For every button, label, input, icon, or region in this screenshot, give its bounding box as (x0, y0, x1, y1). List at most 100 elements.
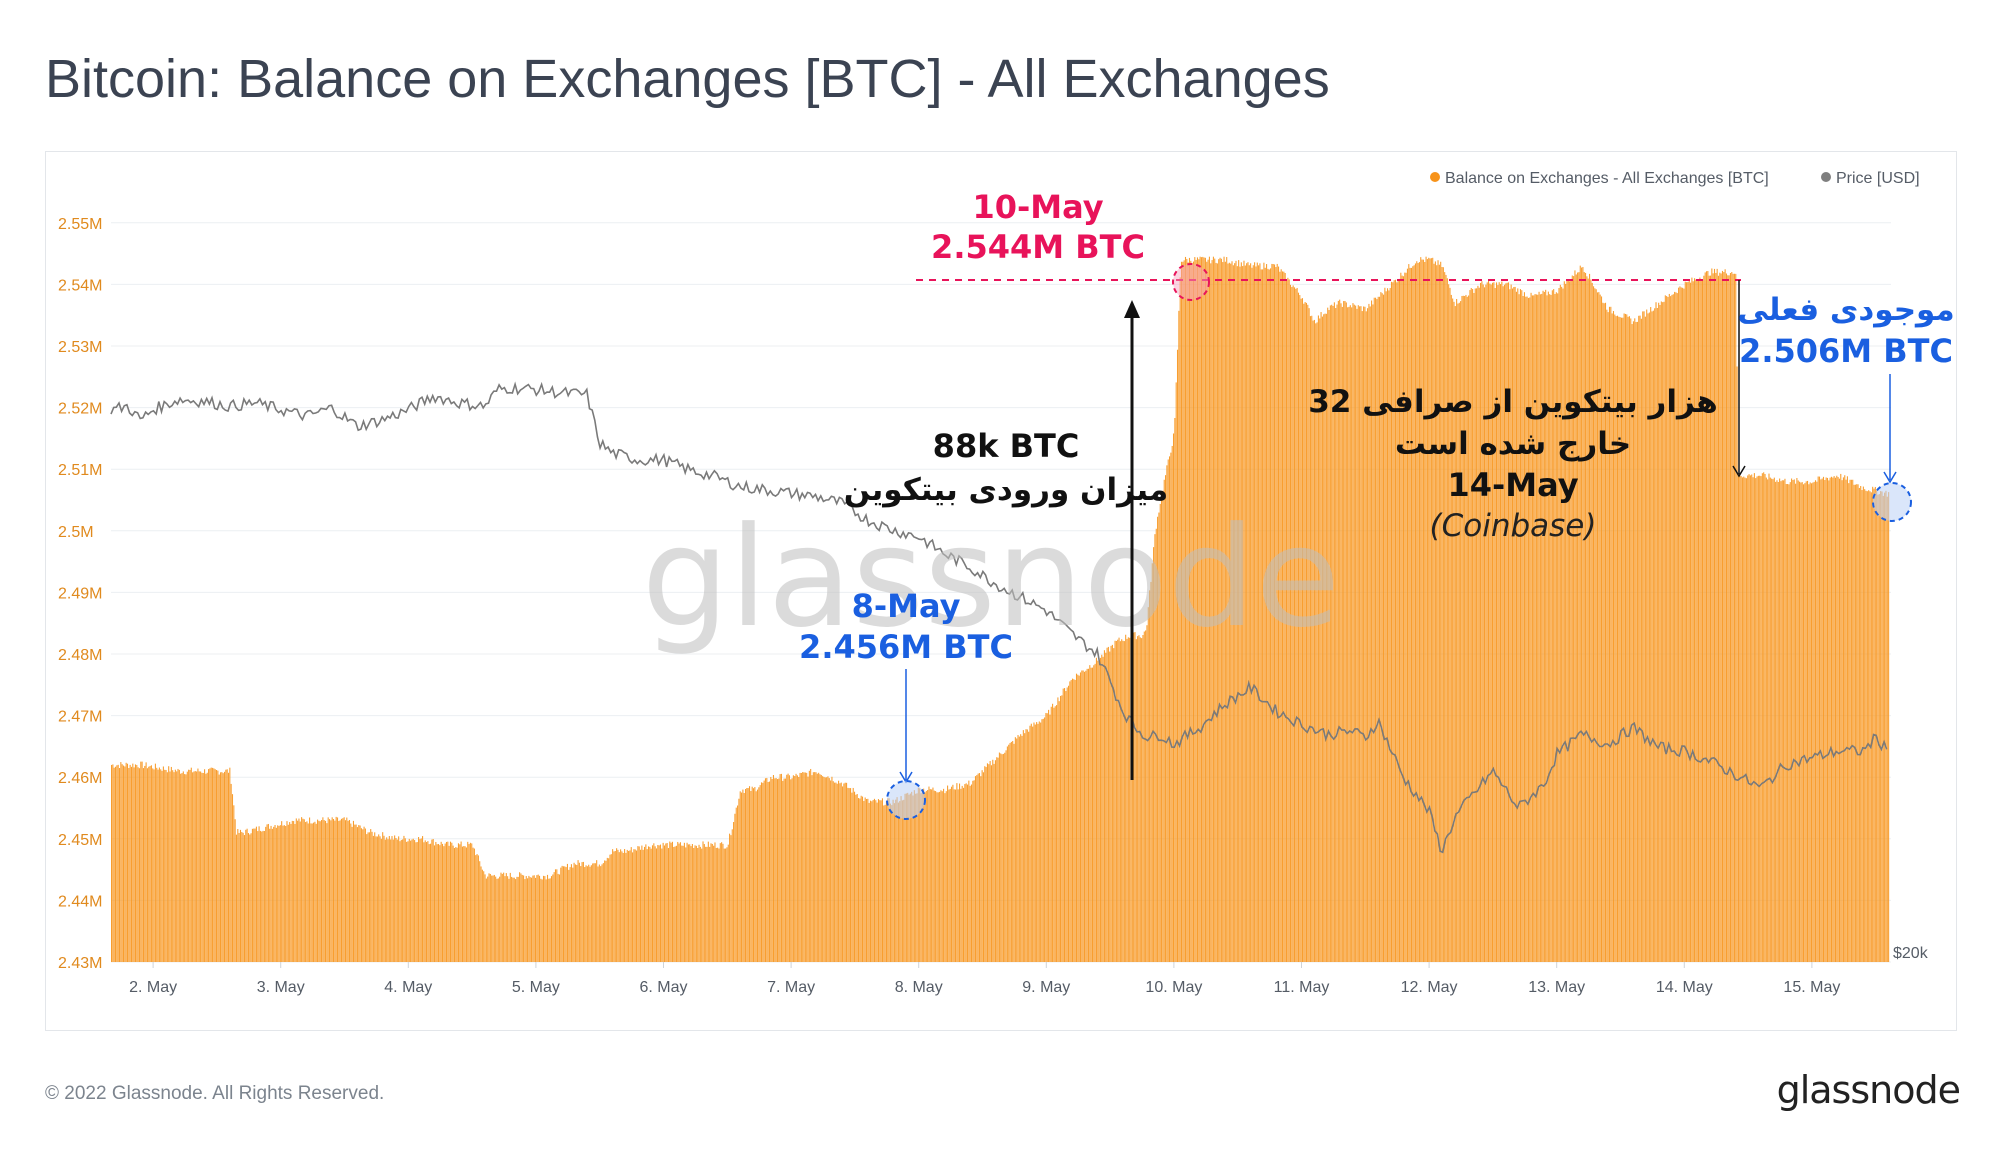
chart-panel: 2.43M 2.44M 2.45M 2.46M 2.47M 2.48M 2.49M 2.5M 2… (45, 151, 1957, 1031)
balance-bar (1749, 475, 1751, 962)
balance-bar (1274, 264, 1276, 963)
balance-bar (184, 774, 186, 962)
balance-bar (410, 840, 412, 962)
balance-bar (463, 846, 465, 962)
balance-bar (1300, 298, 1302, 962)
balance-bar (1666, 296, 1668, 962)
balance-bar (426, 842, 428, 962)
balance-bar (1620, 317, 1623, 962)
balance-bar (371, 831, 373, 962)
balance-bar (1477, 285, 1479, 962)
balance-bar (1870, 492, 1872, 962)
balance-bar (1522, 295, 1524, 962)
balance-bar (752, 788, 755, 962)
balance-bar (128, 768, 130, 962)
balance-bar (634, 849, 636, 962)
balance-bar (170, 766, 172, 962)
footer-logo[interactable]: glassnode (1776, 1068, 1961, 1112)
balance-bar (911, 791, 913, 962)
balance-bar (1169, 456, 1171, 962)
balance-bar (764, 778, 767, 962)
balance-bar (1147, 607, 1149, 962)
balance-bar (427, 841, 429, 962)
balance-bar (1071, 678, 1074, 962)
balance-bar (1121, 639, 1123, 962)
balance-bar (411, 839, 413, 962)
balance-bar (838, 780, 840, 962)
balance-bar (382, 832, 384, 962)
balance-bar (1562, 288, 1564, 962)
balance-bar (1707, 271, 1709, 962)
balance-bar (1691, 277, 1693, 963)
balance-bar (1700, 280, 1702, 963)
balance-bar (1179, 277, 1181, 962)
balance-bar (225, 769, 227, 962)
balance-bar (1493, 282, 1495, 962)
balance-bar (529, 877, 531, 962)
balance-bar (1724, 269, 1726, 962)
balance-bar (1077, 674, 1079, 962)
balance-bar (182, 771, 184, 962)
balance-bar (1683, 288, 1685, 962)
balance-bar (173, 772, 175, 962)
balance-bar (146, 768, 148, 962)
balance-bar (1687, 281, 1689, 962)
balance-bar (1638, 315, 1640, 962)
balance-bar (1099, 657, 1101, 962)
balance-bar (803, 772, 805, 962)
balance-bar (512, 877, 514, 962)
balance-bar (310, 823, 312, 962)
balance-bar (1183, 260, 1185, 962)
balance-bar (986, 763, 988, 962)
balance-bar (227, 772, 230, 962)
balance-bar (1356, 308, 1358, 963)
balance-bar (327, 817, 329, 962)
balance-bar (278, 825, 280, 962)
balance-bar (835, 782, 837, 962)
balance-bar (1509, 289, 1511, 963)
balance-bar (185, 774, 187, 962)
balance-bar (1377, 296, 1379, 962)
balance-bar (742, 789, 744, 962)
balance-bar (505, 873, 507, 962)
balance-bar (1525, 296, 1527, 962)
legend-balance-label[interactable]: Balance on Exchanges - All Exchanges [BT… (1445, 170, 1769, 187)
balance-bar (558, 874, 561, 962)
balance-bar (172, 770, 174, 962)
balance-bar (279, 825, 281, 962)
balance-bar (884, 804, 886, 962)
balance-bar (1061, 695, 1063, 962)
balance-bar (428, 844, 430, 962)
balance-bar (643, 846, 646, 962)
balance-bar (1005, 750, 1007, 962)
balance-bar (416, 842, 418, 962)
balance-bar (1842, 477, 1844, 962)
balance-bar (138, 768, 140, 962)
balance-bar (1264, 267, 1266, 962)
balance-bar (328, 819, 331, 962)
balance-bar (1744, 477, 1746, 962)
balance-bar (1376, 299, 1378, 962)
balance-bar (330, 820, 332, 962)
balance-bar (1032, 726, 1034, 962)
balance-bar (449, 841, 452, 962)
balance-bar (160, 769, 162, 962)
y-tick-label: 2.44M (58, 893, 102, 910)
balance-bar (945, 791, 947, 962)
balance-bar (892, 799, 894, 962)
balance-bar (1361, 311, 1363, 962)
y-tick-label: 2.5M (58, 524, 94, 541)
legend-price-label[interactable]: Price [USD] (1836, 170, 1920, 187)
balance-bar (1219, 257, 1221, 962)
balance-bar (403, 835, 405, 962)
legend-balance-dot (1430, 172, 1440, 182)
balance-bar (1070, 680, 1072, 962)
balance-bar (208, 769, 210, 962)
balance-bar (815, 772, 817, 962)
balance-bar (1327, 307, 1329, 962)
balance-bar (1030, 723, 1032, 962)
balance-bar (1712, 273, 1714, 962)
balance-bar (528, 875, 530, 962)
balance-bar (483, 871, 485, 962)
balance-bar (1777, 482, 1779, 962)
